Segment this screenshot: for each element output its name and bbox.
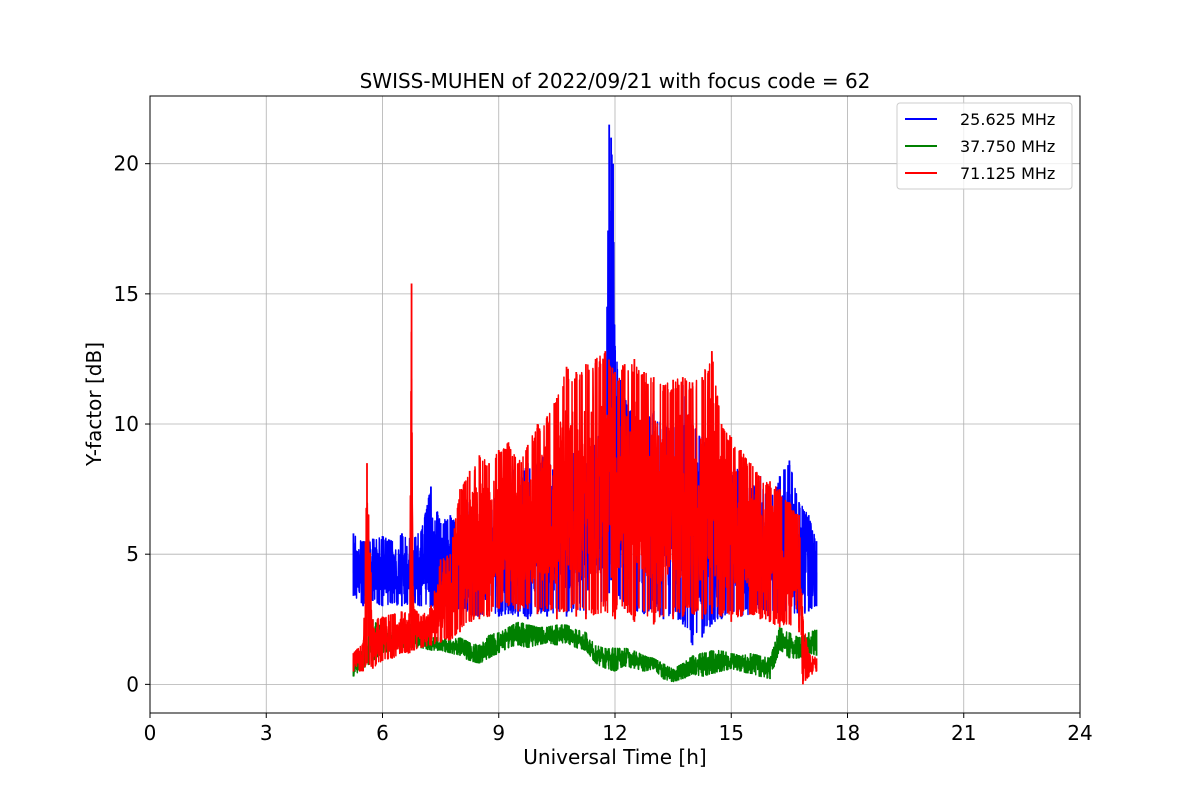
x-tick-label: 0	[144, 721, 157, 745]
y-tick-label: 10	[114, 412, 139, 436]
legend-label-1: 37.750 MHz	[960, 137, 1055, 156]
x-tick-label: 24	[1067, 721, 1092, 745]
x-axis-ticks: 0 3 6 9 12 15 18 21 24	[144, 713, 1093, 745]
x-axis-label: Universal Time [h]	[523, 745, 706, 769]
y-axis-label: Y-factor [dB]	[82, 342, 106, 467]
x-tick-label: 12	[602, 721, 627, 745]
y-tick-label: 0	[126, 672, 139, 696]
plot-data	[352, 124, 818, 685]
x-tick-label: 21	[951, 721, 976, 745]
series-2	[352, 283, 818, 685]
legend-label-0: 25.625 MHz	[960, 110, 1055, 129]
x-tick-label: 3	[260, 721, 273, 745]
y-tick-label: 20	[114, 152, 139, 176]
y-tick-label: 5	[126, 542, 139, 566]
legend-box	[896, 102, 1073, 190]
legend: 25.625 MHz 37.750 MHz 71.125 MHz	[896, 102, 1073, 190]
legend-label-2: 71.125 MHz	[960, 164, 1055, 183]
series-peaks-2	[352, 283, 818, 685]
y-axis-ticks: 0 5 10 15 20	[114, 152, 150, 696]
x-tick-label: 9	[492, 721, 505, 745]
y-tick-label: 15	[114, 282, 139, 306]
x-tick-label: 15	[719, 721, 744, 745]
x-tick-label: 18	[835, 721, 860, 745]
x-tick-label: 6	[376, 721, 389, 745]
chart-title: SWISS-MUHEN of 2022/09/21 with focus cod…	[360, 69, 871, 93]
